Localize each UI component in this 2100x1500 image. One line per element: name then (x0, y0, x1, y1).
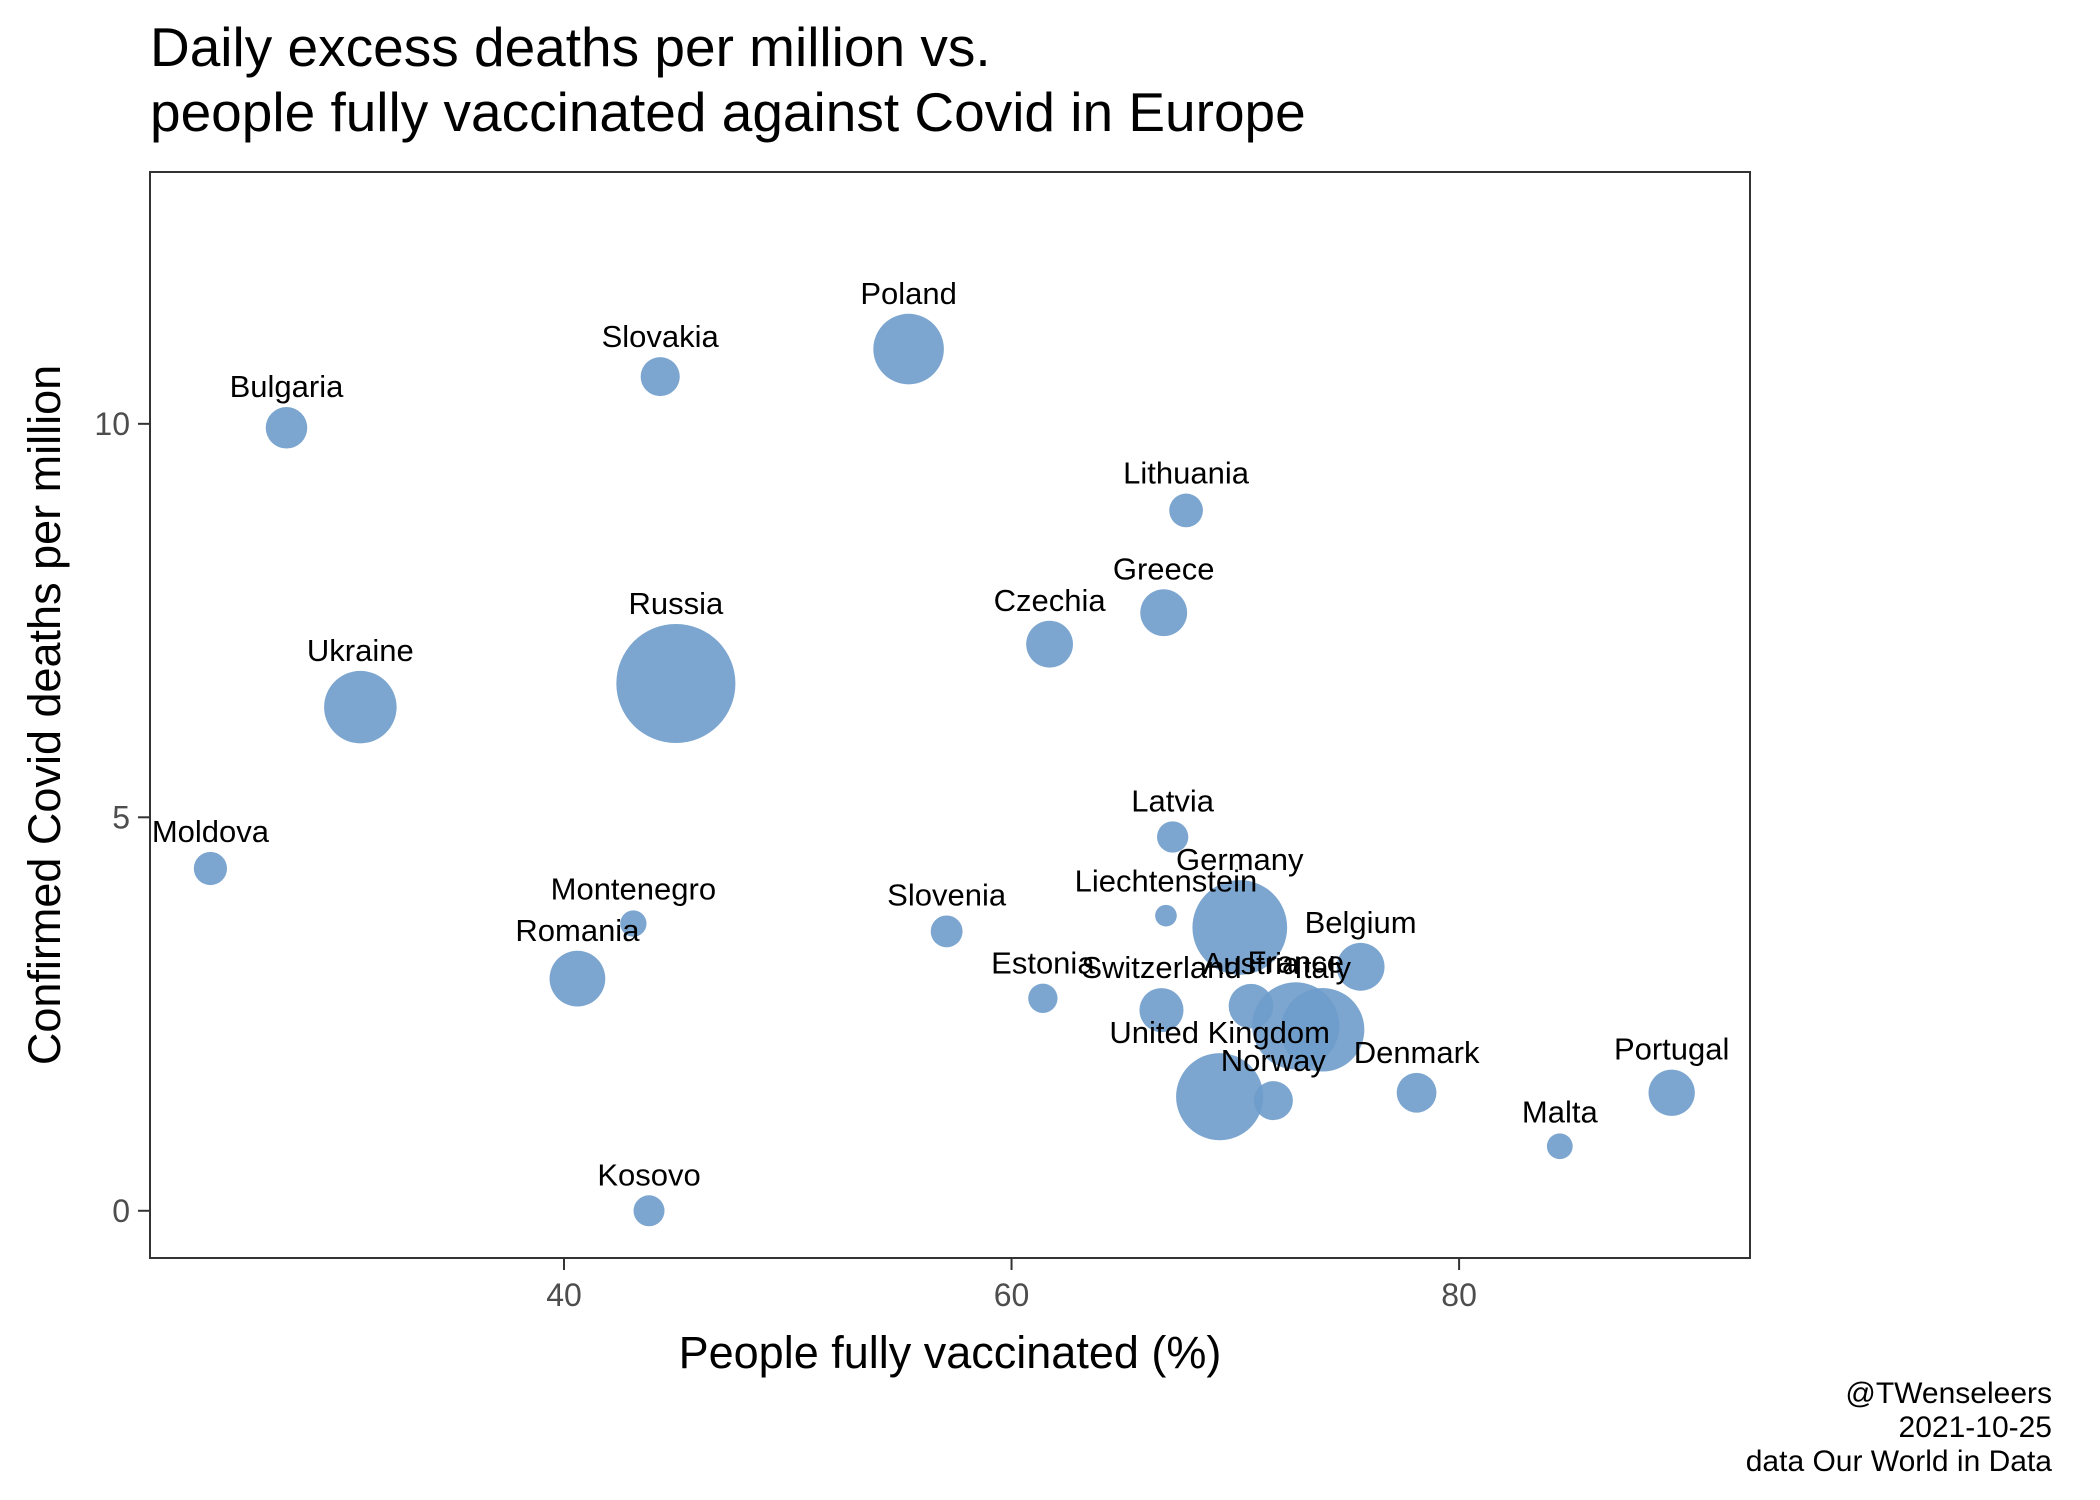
data-label: Lithuania (1123, 456, 1250, 491)
x-tick-label: 60 (994, 1277, 1030, 1313)
y-tick-label: 0 (112, 1193, 130, 1229)
data-label: Austria (1203, 946, 1300, 981)
data-point (324, 670, 397, 744)
data-label: Denmark (1354, 1035, 1480, 1070)
data-label: Belgium (1305, 905, 1417, 940)
data-point (1140, 589, 1188, 637)
data-point (640, 357, 680, 397)
y-axis-title: Confirmed Covid deaths per million (19, 365, 70, 1065)
data-point (265, 406, 308, 449)
data-point (1026, 620, 1073, 668)
data-label: Poland (860, 276, 957, 311)
data-point (616, 623, 736, 744)
data-label: Estonia (991, 946, 1095, 981)
y-tick-label: 10 (94, 406, 130, 442)
x-axis-title: People fully vaccinated (%) (679, 1327, 1222, 1378)
data-point (1253, 1081, 1293, 1121)
data-label: Kosovo (597, 1157, 700, 1192)
data-label: Liechtenstein (1075, 864, 1258, 899)
data-label: Italy (1294, 950, 1351, 985)
data-label: Switzerland (1081, 950, 1241, 985)
data-point (1176, 1053, 1264, 1141)
data-label: Greece (1113, 551, 1215, 586)
x-tick-label: 80 (1441, 1277, 1477, 1313)
data-point (1546, 1133, 1573, 1160)
data-labels: Bulgaria Slovakia Poland Lithuania GreeceCze… (152, 276, 1730, 1192)
data-label: Bulgaria (230, 369, 344, 404)
x-tick-label: 40 (546, 1277, 582, 1313)
data-point (873, 313, 944, 385)
data-point (1280, 988, 1365, 1072)
data-label: Germany (1176, 842, 1304, 877)
data-label: Moldova (152, 814, 270, 849)
data-point (193, 851, 228, 886)
data-point (620, 910, 647, 937)
data-label: Czechia (994, 583, 1107, 618)
data-point (1336, 942, 1385, 991)
data-point (1139, 988, 1184, 1033)
data-label: Ukraine (307, 633, 414, 668)
data-label: Slovakia (602, 319, 720, 354)
data-label: Russia (628, 586, 724, 621)
data-label: Romania (515, 913, 640, 948)
data-point (1157, 821, 1189, 853)
data-label: Norway (1221, 1043, 1327, 1078)
data-point (1169, 493, 1203, 528)
data-point (1028, 983, 1058, 1013)
data-point (1396, 1072, 1437, 1113)
data-label: United Kingdom (1109, 1015, 1330, 1050)
data-point (1648, 1069, 1695, 1116)
caption-source: data Our World in Data (1746, 1445, 2053, 1478)
data-label: Montenegro (551, 872, 716, 907)
data-point (633, 1195, 665, 1227)
data-label: Latvia (1131, 783, 1214, 818)
chart-title-line-2: people fully vaccinated against Covid in… (150, 81, 1306, 143)
data-point (1192, 880, 1288, 975)
data-point (549, 950, 606, 1007)
y-axis: 0 5 10 (94, 406, 150, 1229)
data-points (193, 313, 1695, 1227)
caption-date: 2021-10-25 (1899, 1411, 2052, 1444)
data-point (1155, 904, 1177, 927)
data-label: Slovenia (887, 877, 1007, 912)
chart-title-line-1: Daily excess deaths per million vs. (150, 16, 991, 78)
data-label: France (1247, 944, 1343, 979)
data-label: Malta (1522, 1094, 1599, 1129)
y-tick-label: 5 (112, 799, 130, 835)
data-label: Portugal (1614, 1032, 1729, 1067)
plot-panel (149, 171, 1751, 1259)
caption-author: @TWenseleers (1845, 1377, 2052, 1410)
data-point (930, 915, 963, 948)
x-axis: 40 60 80 (546, 1258, 1477, 1313)
